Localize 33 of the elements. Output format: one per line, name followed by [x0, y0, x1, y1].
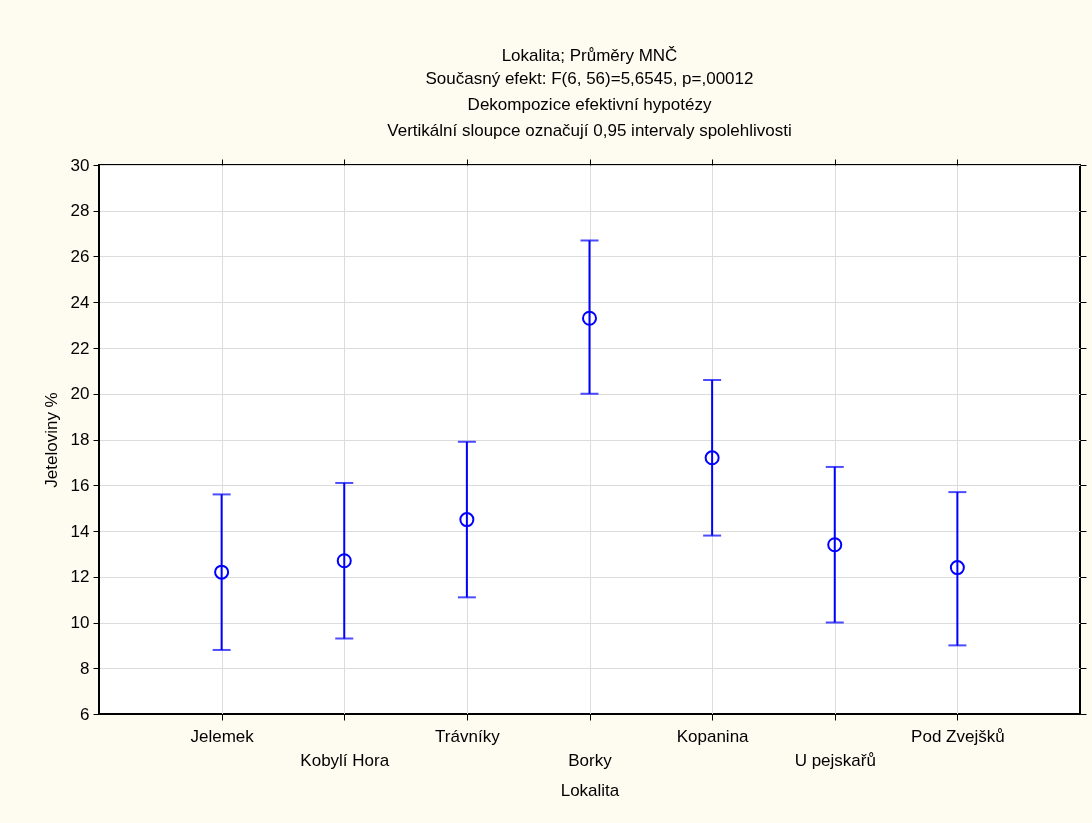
y-tick-label: 14: [70, 521, 90, 541]
x-tick-label: Trávníky: [435, 726, 501, 746]
point: [214, 564, 230, 580]
x-axis-title: Lokalita: [560, 780, 620, 800]
y-tick-label: 24: [70, 292, 90, 312]
x-tick-label: Borky: [568, 750, 613, 770]
x-tick-label: Jelemek: [190, 726, 255, 746]
point: [827, 537, 843, 553]
chart-subtitle: Současný efekt: F(6, 56)=5,6545, p=,00012: [425, 69, 754, 88]
x-tick-label: Pod Zvejšků: [911, 726, 1005, 746]
point: [949, 560, 965, 576]
y-tick-label: 22: [70, 338, 90, 358]
x-tick-label: Kobylí Hora: [300, 750, 390, 770]
y-tick-label: 26: [70, 247, 90, 266]
y-tick-label: 16: [70, 475, 90, 495]
y-tick-label: 6: [80, 704, 90, 724]
y-tick-label: 8: [80, 658, 90, 678]
point: [581, 310, 598, 326]
y-tick-label: 20: [70, 384, 90, 404]
x-tick-label: Kopanina: [676, 726, 750, 746]
point: [704, 450, 720, 466]
point: [336, 553, 352, 569]
point: [459, 512, 475, 528]
chart-title: Lokalita; Průměry MNČ: [501, 46, 678, 65]
y-tick-label: 12: [70, 567, 90, 587]
y-axis-title: Jeteloviny %: [41, 392, 61, 488]
x-tick-label: U pejskařů: [794, 750, 876, 770]
text: Dekompozice efektivní hypotézy: [467, 95, 712, 114]
y-tick-label: 10: [70, 613, 90, 632]
y-tick-label: 18: [70, 430, 90, 449]
y-tick-label: 28: [70, 201, 90, 221]
text: Vertikální sloupce označují 0,95 intervaly spolehlivosti: [387, 121, 792, 140]
y-tick-label: 30: [70, 155, 90, 175]
